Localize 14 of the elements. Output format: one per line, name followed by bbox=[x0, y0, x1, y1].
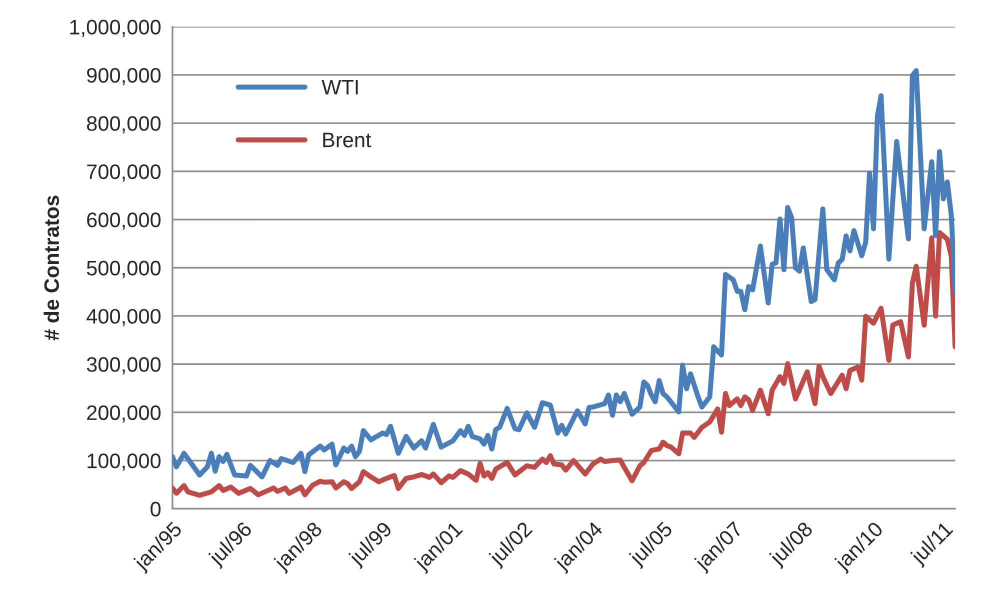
y-axis-title: # de Contratos bbox=[44, 196, 60, 340]
legend-label: WTI bbox=[322, 80, 358, 94]
y-tick-label: 300,000 bbox=[86, 357, 161, 374]
y-tick-label: 700,000 bbox=[87, 164, 161, 182]
y-tick-label: 0 bbox=[150, 502, 161, 516]
y-tick-label: 800,000 bbox=[86, 116, 161, 134]
y-tick-label: 600,000 bbox=[87, 212, 161, 230]
y-tick-label: 400,000 bbox=[86, 308, 161, 326]
y-tick-label: 1,000,000 bbox=[70, 20, 161, 37]
y-tick-label: 900,000 bbox=[87, 68, 161, 86]
y-tick-label: 100,000 bbox=[88, 454, 161, 471]
y-tick-label: 500,000 bbox=[86, 260, 161, 278]
legend-label: Brent bbox=[323, 132, 372, 148]
y-tick-label: 200,000 bbox=[87, 405, 161, 423]
